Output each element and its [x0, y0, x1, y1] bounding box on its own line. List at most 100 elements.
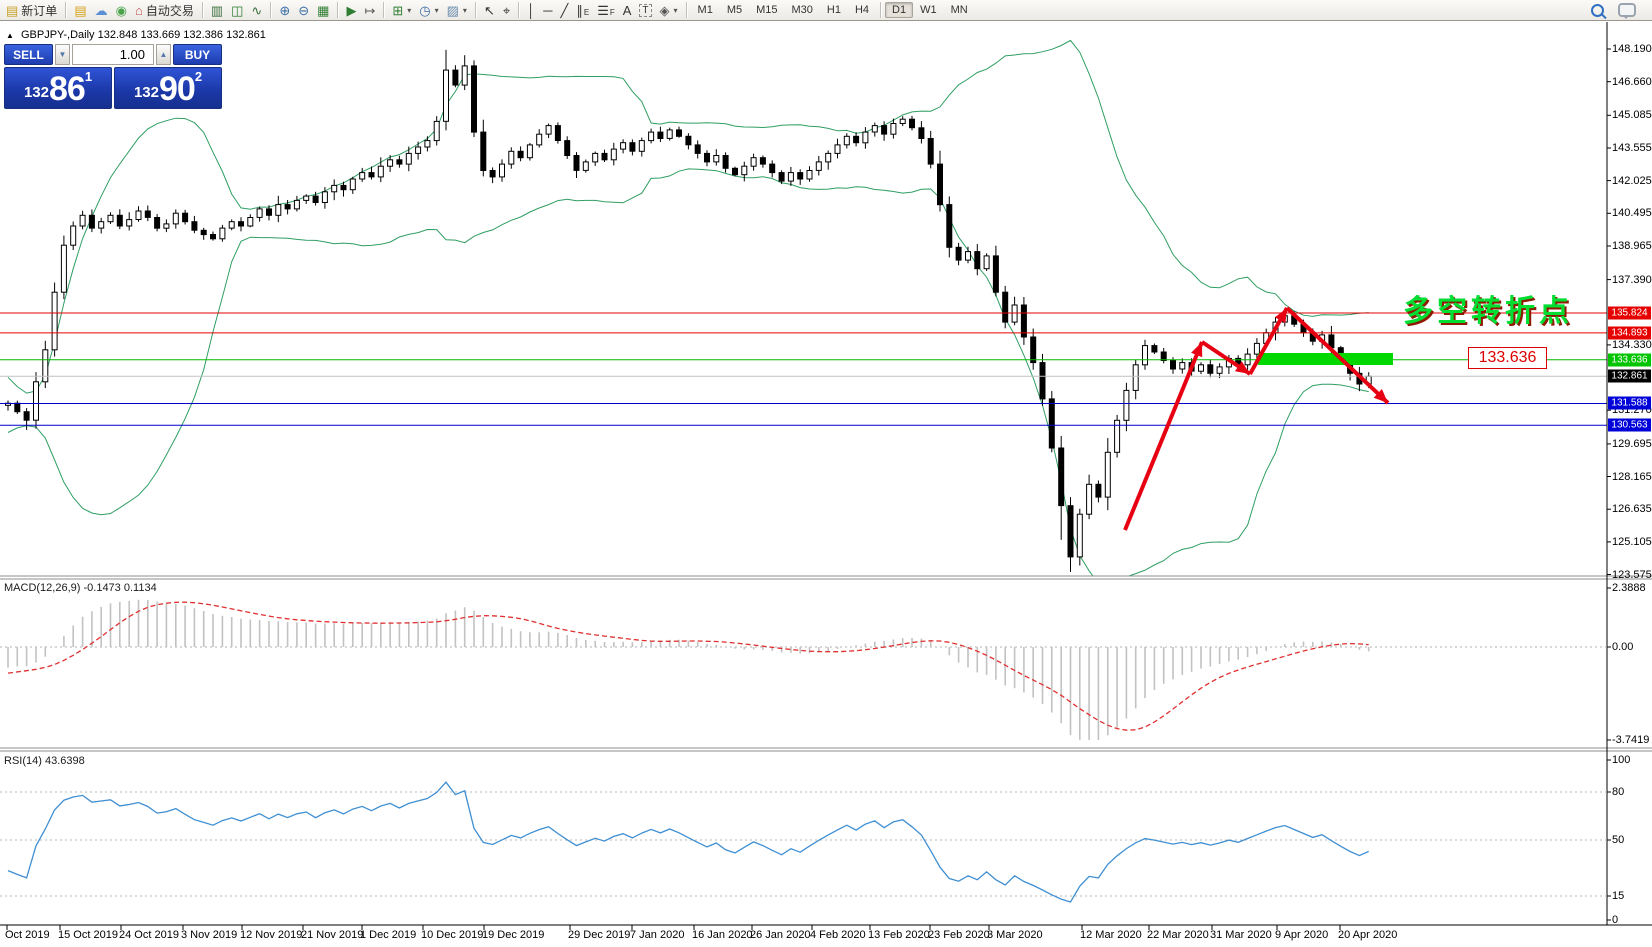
time-axis-label: 15 Oct 2019	[58, 929, 118, 941]
timeframe-button-w1[interactable]: W1	[920, 4, 937, 16]
macd-axis-label: 2.3888	[1612, 582, 1646, 594]
time-axis-label: 1 Dec 2019	[360, 929, 417, 941]
time-axis-label: 3 Nov 2019	[181, 929, 238, 941]
arrows-icon-dropdown-icon[interactable]: ▾	[673, 5, 678, 15]
sell-button[interactable]: SELL	[4, 44, 53, 65]
symbol-name: GBPJPY-,Daily	[20, 29, 95, 41]
cursor-icon[interactable]: ↖	[480, 3, 499, 18]
periods-button[interactable]: ◷ ▾	[415, 3, 442, 18]
rsi-axis-label: 0	[1612, 914, 1619, 926]
buy-price-big: 90	[158, 70, 196, 108]
indicators-button-dropdown-icon[interactable]: ▾	[407, 5, 412, 15]
line-chart-mode-icon[interactable]: ∿	[247, 3, 266, 18]
chart-window[interactable]: ▲ GBPJPY-,Daily 132.848 133.669 132.386 …	[0, 22, 1652, 947]
timeframe-button-m30[interactable]: M30	[791, 4, 813, 16]
rsi-axis-label: 15	[1612, 890, 1625, 902]
text-label-icon: T	[639, 3, 652, 17]
time-axis-label: Oct 2019	[5, 929, 50, 941]
timeframe-button-h1[interactable]: H1	[826, 4, 841, 16]
time-axis-label: 21 Nov 2019	[301, 929, 364, 941]
ohlc-open: 132.848	[97, 29, 138, 41]
candlestick-mode-icon[interactable]: ◫	[227, 3, 247, 18]
price-tick-label: 140.495	[1612, 207, 1652, 220]
horizontal-line-icon: ─	[543, 2, 553, 18]
fibonacci-icon: ☰	[597, 2, 609, 18]
market-watch-icon[interactable]: ☁	[91, 3, 112, 18]
volume-decrement-button[interactable]: ▼	[55, 44, 70, 65]
vertical-line-icon[interactable]: │	[523, 3, 539, 18]
line-chart-mode-icon: ∿	[251, 2, 263, 18]
trend-arrow-annotation[interactable]	[1123, 306, 1390, 531]
horizontal-level-lines[interactable]	[0, 312, 1607, 426]
buy-price-display[interactable]: 132 90 2	[114, 67, 222, 109]
price-tick-label: 143.555	[1612, 141, 1652, 154]
volume-increment-button[interactable]: ▲	[156, 44, 171, 65]
price-tick-label: 142.025	[1612, 174, 1652, 187]
text-icon: A	[622, 2, 632, 18]
chart-shift-icon[interactable]: ↦	[360, 3, 379, 18]
text-label-icon[interactable]: T	[635, 3, 655, 18]
order-ticket-icon[interactable]: ▤	[70, 3, 90, 18]
rsi-axis-label: 80	[1612, 786, 1625, 798]
sell-price-display[interactable]: 132 86 1	[4, 67, 112, 109]
timeframe-button-m15[interactable]: M15	[756, 4, 778, 16]
panel-collapse-arrow[interactable]: ▲	[6, 31, 14, 40]
time-axis-label: 9 Apr 2020	[1275, 929, 1329, 941]
price-badge-132.861: 132.861	[1608, 369, 1651, 383]
bollinger-bands	[7, 39, 1369, 576]
zoom-in-icon[interactable]: ⊕	[275, 3, 294, 18]
bar-chart-mode-icon[interactable]: ▥	[207, 3, 227, 18]
price-chart-canvas[interactable]	[0, 22, 1652, 947]
tile-windows-icon[interactable]: ▦	[313, 3, 333, 18]
buy-button[interactable]: BUY	[173, 44, 222, 65]
time-axis-label: 12 Nov 2019	[240, 929, 303, 941]
search-icon[interactable]	[1591, 3, 1604, 17]
volume-input[interactable]: 1.00	[72, 44, 154, 65]
price-tick-label: 128.165	[1612, 470, 1652, 483]
macd-value-signal: 0.1134	[123, 582, 157, 594]
macd-value-main: -0.1473	[83, 582, 121, 594]
periods-button-dropdown-icon[interactable]: ▾	[434, 5, 439, 15]
zoom-out-icon: ⊖	[298, 2, 310, 18]
price-tick-label: 138.965	[1612, 239, 1652, 252]
timeframe-button-mn[interactable]: MN	[950, 4, 968, 16]
channel-icon[interactable]: ∥ E	[572, 3, 593, 18]
arrows-icon[interactable]: ◈ ▾	[656, 3, 682, 18]
pane-borders	[0, 22, 1652, 926]
toolbar: ▤ 新订单 ▤ ☁ ◉ ⌂ 自动交易 ▥ ◫ ∿ ⊕ ⊖ ▦ ▶ ↦ ⊞ ▾ ◷ ▾ ▨ ▾ ↖ ⌖ │ ─ ╱ ∥ E ☰ F A T ◈ ▾ M…	[0, 0, 1652, 21]
signals-icon[interactable]: ◉	[112, 3, 131, 18]
templates-button[interactable]: ▨ ▾	[443, 3, 471, 18]
time-axis-label: 13 Feb 2020	[868, 929, 930, 941]
new-order-button[interactable]: ▤ 新订单	[2, 1, 61, 20]
chat-icon[interactable]	[1618, 3, 1636, 19]
auto-trading-button[interactable]: ⌂ 自动交易	[131, 1, 198, 20]
text-icon[interactable]: A	[619, 3, 636, 18]
timeframe-button-m5[interactable]: M5	[726, 4, 743, 16]
crosshair-icon[interactable]: ⌖	[499, 3, 514, 18]
macd-axis-label: 0.00	[1612, 641, 1634, 653]
one-click-trading-panel: SELL ▼ 1.00 ▲ BUY 132 86 1 132 90 2	[4, 44, 222, 109]
support-zone-bar[interactable]	[1258, 353, 1393, 365]
toolbar-separator	[880, 2, 882, 18]
macd-axis-label: -3.7419	[1612, 734, 1650, 746]
indicators-button[interactable]: ⊞ ▾	[388, 3, 415, 18]
auto-scroll-icon[interactable]: ▶	[342, 3, 360, 18]
trendline-icon[interactable]: ╱	[557, 3, 573, 18]
price-tick-label: 148.190	[1612, 43, 1652, 55]
macd-name: MACD(12,26,9)	[4, 582, 81, 594]
timeframe-button-d1[interactable]: D1	[885, 2, 914, 18]
fibonacci-icon[interactable]: ☰ F	[593, 3, 619, 18]
timeframe-button-h4[interactable]: H4	[854, 4, 870, 16]
macd-indicator	[0, 599, 1607, 740]
templates-button-dropdown-icon[interactable]: ▾	[462, 5, 467, 15]
timeframe-button-m1[interactable]: M1	[697, 4, 713, 16]
chart-shift-icon: ↦	[364, 2, 376, 18]
time-axis-label: 16 Jan 2020	[692, 929, 753, 941]
zoom-out-icon[interactable]: ⊖	[294, 3, 313, 18]
time-axis-label: 20 Apr 2020	[1338, 929, 1398, 941]
indicators-icon: ⊞	[392, 2, 404, 18]
arrows-icon: ◈	[659, 2, 670, 18]
crosshair-icon: ⌖	[502, 2, 511, 18]
horizontal-line-icon[interactable]: ─	[539, 3, 556, 18]
price-tick-label: 137.390	[1612, 273, 1652, 286]
